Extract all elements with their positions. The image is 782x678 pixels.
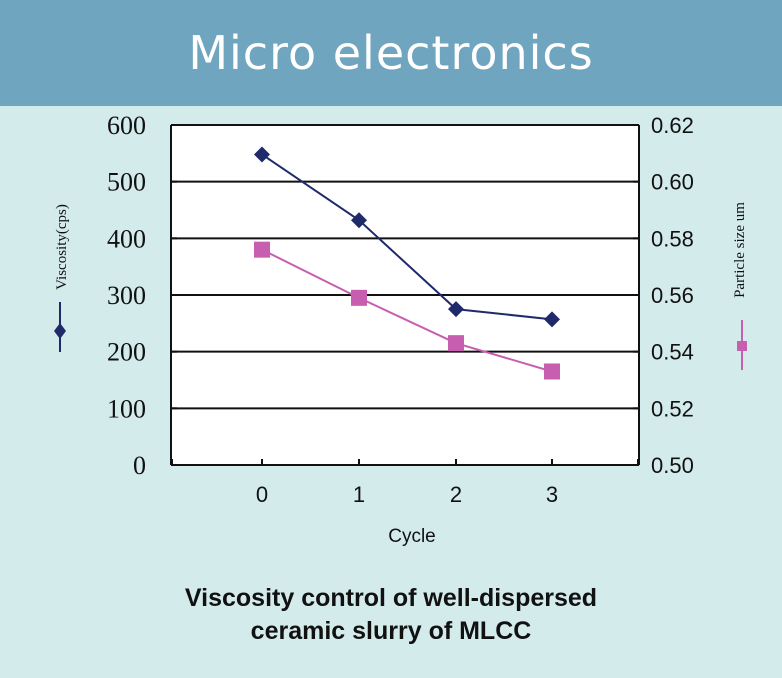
chart-caption: Viscosity control of well-dispersed cera… [0,582,782,648]
y2-axis-title: Particle size um [732,202,748,298]
viscosity-point [351,212,367,229]
particle-size-point [448,335,464,352]
particle-size-point [351,289,367,306]
particle-legend-key [737,320,747,370]
particle-size-point [254,241,270,258]
y2-tick-label: 0.56 [651,283,694,308]
y2-tick-label: 0.52 [651,396,694,421]
x-tick-label: 2 [450,482,462,507]
y2-tick-label: 0.50 [651,453,694,478]
header-banner: Micro electronics [0,0,782,106]
viscosity-line [261,153,553,321]
y-tick-label: 300 [107,281,146,310]
y-tick-label: 0 [133,451,146,480]
axis-ticks: 0 100 200 300 400 500 600 0.50 0.52 0.54 0.56 0.58 0… [107,111,694,507]
viscosity-legend-key [54,302,66,352]
y2-tick-label: 0.62 [651,113,694,138]
x-tick-label: 1 [353,482,365,507]
y-tick-label: 600 [107,111,146,140]
viscosity-legend-marker [54,323,66,339]
caption-line-1: Viscosity control of well-dispersed [184,584,598,612]
series-markers [254,146,560,380]
particle-size-line [261,248,553,373]
viscosity-point [254,146,270,163]
x-tick-label: 3 [546,482,558,507]
page-title: Micro electronics [188,26,594,80]
series-lines [261,153,553,373]
viscosity-point [544,311,560,328]
caption-line-2: ceramic slurry of MLCC [250,617,532,645]
y-tick-label: 100 [107,394,146,423]
y-axis-title: Viscosity(cps) [54,204,70,290]
viscosity-chart: 0 100 200 300 400 500 600 0.50 0.52 0.54 0.56 0.58 0… [54,111,748,547]
gridlines [171,124,639,410]
x-axis-title: Cycle [388,526,436,547]
y-tick-label: 200 [107,338,146,367]
y-tick-label: 400 [107,224,146,253]
y2-tick-label: 0.58 [651,226,694,251]
y2-tick-label: 0.60 [651,170,694,195]
x-tick-label: 0 [256,482,268,507]
y2-tick-label: 0.54 [651,340,694,365]
viscosity-point [448,301,464,318]
particle-size-point [544,363,560,380]
particle-legend-marker [737,341,747,351]
y-tick-label: 500 [107,168,146,197]
